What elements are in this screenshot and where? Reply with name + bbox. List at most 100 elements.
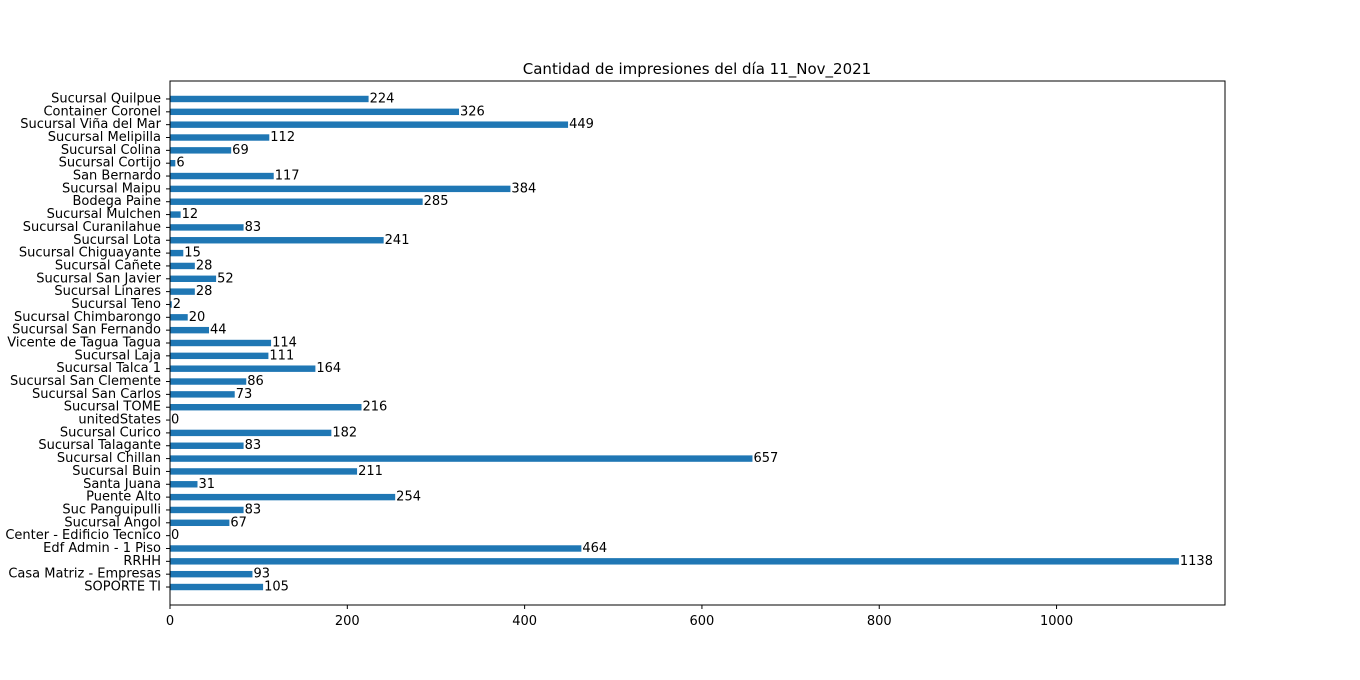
value-labels: 1059311384640678325431211657831820216738…	[171, 91, 1213, 594]
value-label: 657	[753, 451, 778, 466]
bar	[170, 95, 369, 103]
x-tick-label: 1000	[1040, 614, 1073, 629]
category-label: Sucursal Chimbarongo	[14, 310, 161, 325]
bar	[170, 134, 270, 141]
bar	[170, 288, 195, 295]
bar	[170, 172, 274, 180]
value-label: 31	[198, 477, 215, 492]
bar	[170, 211, 181, 218]
category-label: Vicente de Tagua Tagua	[7, 336, 161, 351]
category-label: Sucursal Buin	[72, 464, 161, 479]
value-label: 254	[396, 490, 421, 505]
category-label: RRHH	[123, 554, 161, 569]
category-label: Sucursal Curanilahue	[23, 220, 161, 235]
value-label: 241	[385, 233, 410, 248]
bar	[170, 237, 384, 244]
category-label: Center - Edificio Tecnico	[5, 528, 161, 543]
bar	[170, 262, 195, 270]
bar	[170, 468, 358, 475]
value-label: 211	[358, 464, 383, 479]
category-label: San Bernardo	[73, 169, 161, 184]
plot-frame	[169, 80, 1226, 606]
value-label: 105	[264, 580, 289, 595]
value-label: 73	[236, 387, 253, 402]
category-label: Sucursal San Carlos	[32, 387, 161, 402]
category-label: Sucursal San Clemente	[10, 374, 161, 389]
x-tick-label: 600	[690, 614, 715, 629]
bar	[170, 108, 460, 116]
x-tick-label: 800	[867, 614, 892, 629]
value-label: 28	[196, 258, 213, 273]
value-label: 83	[245, 502, 262, 517]
category-label: Container Coronel	[43, 104, 161, 119]
bar	[170, 147, 232, 154]
category-label: Sucursal Mulchen	[47, 207, 161, 222]
category-label: Sucursal Colina	[61, 143, 161, 158]
value-label: 83	[245, 220, 262, 235]
value-label: 93	[253, 567, 270, 582]
value-label: 111	[269, 348, 294, 363]
category-label: Sucursal TOME	[64, 400, 161, 415]
value-label: 20	[189, 310, 206, 325]
category-label: Sucursal Laja	[75, 348, 162, 363]
bar	[170, 404, 362, 411]
bar	[170, 558, 1179, 565]
value-label: 182	[332, 425, 357, 440]
value-label: 112	[270, 130, 295, 145]
category-label: Bodega Paine	[72, 194, 161, 209]
category-label: Sucursal Teno	[71, 297, 161, 312]
bar	[170, 275, 217, 282]
category-label: Sucursal Cortijo	[59, 156, 161, 171]
category-label: Sucursal Quilpue	[51, 91, 161, 106]
bar	[170, 352, 269, 360]
value-label: 67	[230, 515, 247, 530]
bar	[170, 365, 316, 372]
value-label: 28	[196, 284, 213, 299]
category-label: Sucursal San Fernando	[12, 323, 161, 338]
bar	[170, 455, 753, 462]
category-label: unitedStates	[78, 413, 161, 428]
category-label: Sucursal Lota	[73, 233, 161, 248]
category-label: Sucursal Cañete	[55, 258, 161, 273]
category-label: Sucursal San Javier	[36, 271, 161, 286]
value-label: 0	[171, 413, 179, 428]
category-label: Edf Admin - 1 Piso	[43, 541, 161, 556]
value-label: 164	[316, 361, 341, 376]
bar	[170, 339, 272, 347]
bar	[170, 391, 235, 398]
category-label: Santa Juana	[83, 477, 161, 492]
chart-title: Cantidad de impresiones del día 11_Nov_2…	[523, 60, 871, 79]
value-label: 44	[210, 323, 227, 338]
category-label: Sucursal Talagante	[38, 438, 161, 453]
bar	[170, 121, 569, 128]
bar	[170, 545, 582, 552]
bar	[170, 326, 210, 334]
x-axis-ticks: 0 200 400 600 800 1000	[166, 605, 1073, 629]
value-label: 285	[424, 194, 449, 209]
bar	[170, 429, 332, 437]
category-label: Sucursal Talca 1	[56, 361, 161, 376]
value-label: 52	[217, 271, 234, 286]
value-label: 69	[232, 143, 249, 158]
x-tick-label: 400	[512, 614, 537, 629]
x-tick-label: 200	[335, 614, 360, 629]
value-label: 2	[173, 297, 181, 312]
bar	[170, 570, 253, 578]
bar	[170, 185, 511, 193]
value-label: 12	[182, 207, 199, 222]
bar	[170, 378, 247, 385]
value-label: 464	[582, 541, 607, 556]
value-label: 15	[184, 246, 201, 261]
category-label: Puente Alto	[86, 490, 161, 505]
bar	[170, 301, 172, 308]
bar	[170, 224, 244, 231]
value-label: 224	[370, 91, 395, 106]
x-tick-label: 0	[166, 614, 174, 629]
bar	[170, 159, 176, 167]
value-label: 384	[511, 181, 536, 196]
category-label: Sucursal Chiguayante	[19, 246, 161, 261]
bar	[170, 583, 264, 591]
category-label: Casa Matriz - Empresas	[8, 567, 161, 582]
